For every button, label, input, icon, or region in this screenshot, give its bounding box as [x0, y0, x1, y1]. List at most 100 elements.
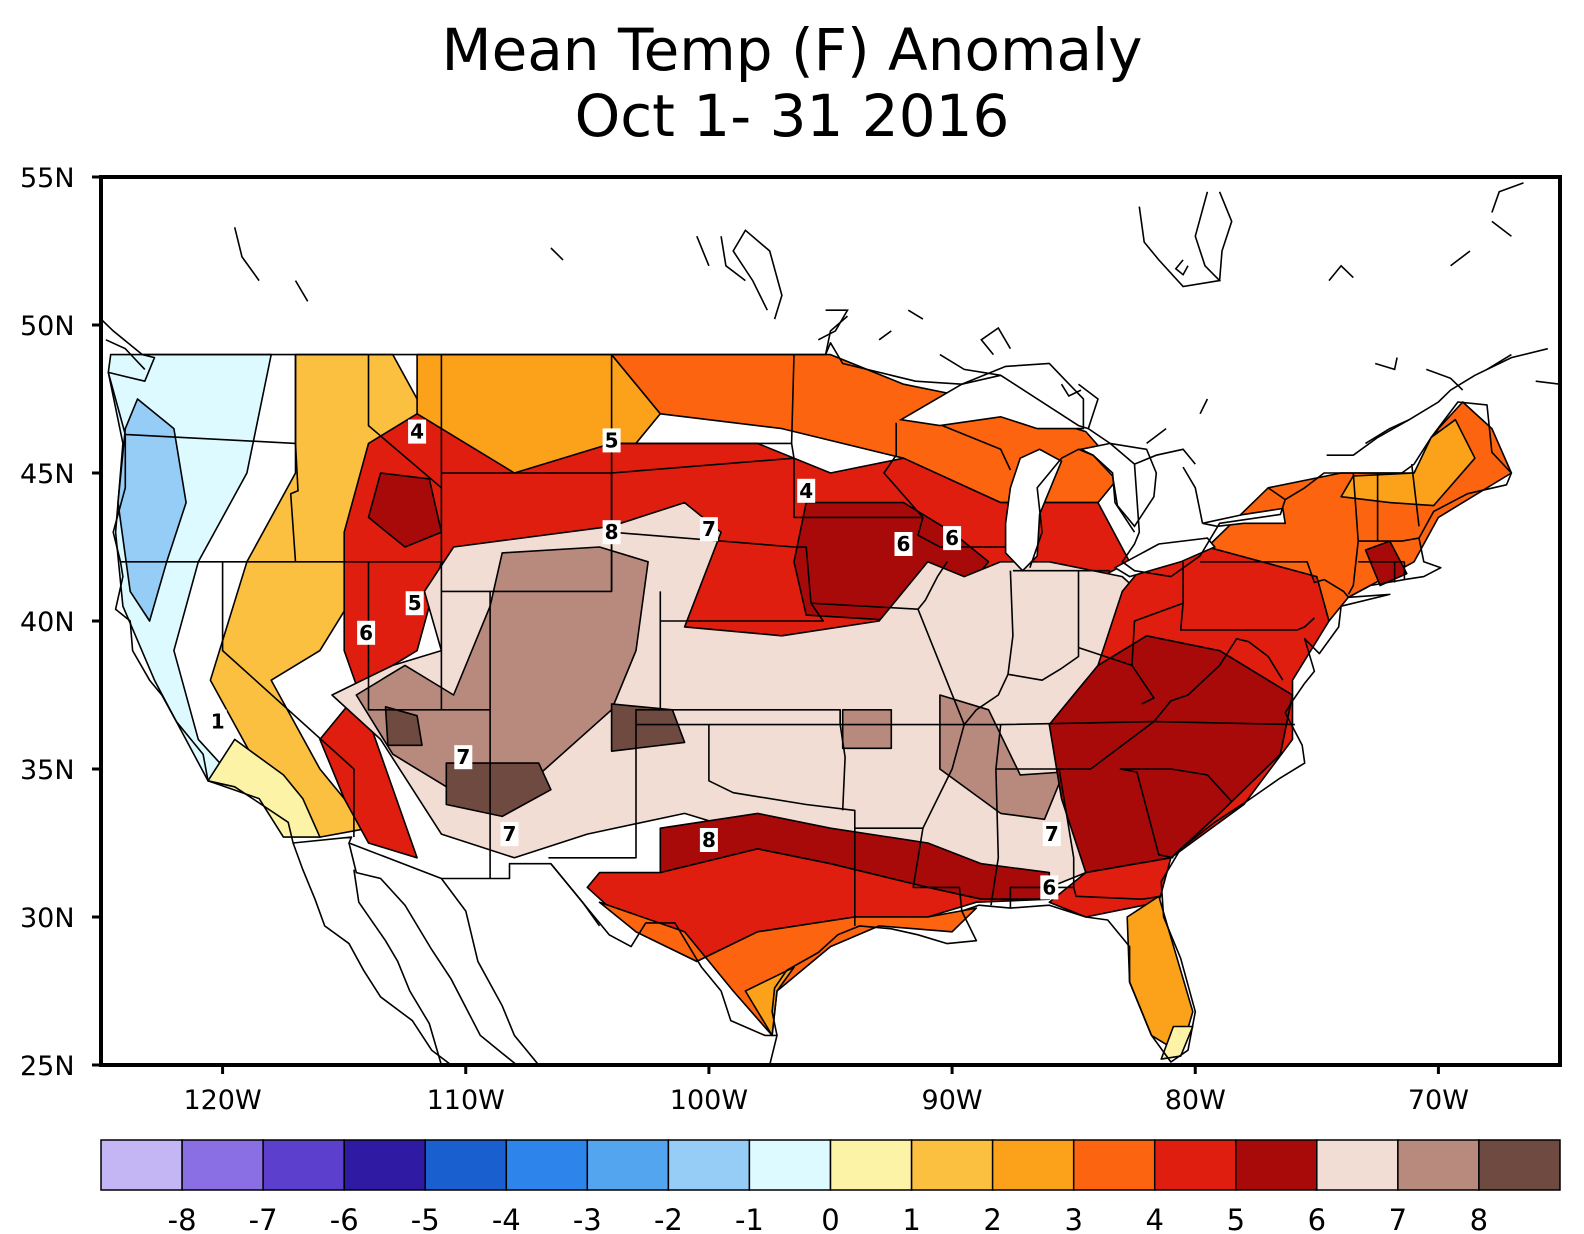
colorbar-swatch	[343, 1139, 427, 1191]
canada-coastline	[550, 247, 564, 261]
contour-label-box	[357, 620, 376, 645]
colorbar-swatch	[505, 1139, 589, 1191]
canada-coastline	[1326, 347, 1548, 457]
canada-coastline	[878, 330, 892, 341]
y-tick-label: 25N	[20, 1051, 75, 1082]
canada-coastline	[817, 309, 849, 341]
colorbar-swatch	[586, 1139, 670, 1191]
anomaly-region	[744, 966, 795, 1037]
contour-label-box	[602, 520, 621, 545]
state-border	[367, 354, 442, 489]
state-border	[548, 591, 662, 859]
state-border	[125, 433, 296, 445]
colorbar-swatch	[1072, 1139, 1156, 1191]
canada-coastline	[1365, 418, 1410, 445]
state-border	[1410, 464, 1420, 527]
anomaly-region	[1048, 546, 1330, 918]
canada-coastline	[233, 227, 260, 282]
mexico-coastline	[292, 842, 452, 1065]
canada-coastline	[1374, 357, 1398, 371]
y-tick-label: 55N	[20, 163, 75, 194]
y-tick-label: 30N	[20, 903, 75, 934]
lake-outline	[898, 362, 1085, 430]
colorbar-label: 6	[1308, 1203, 1326, 1234]
state-border	[1119, 768, 1233, 803]
canada-coastline	[720, 236, 746, 282]
state-border	[1119, 768, 1174, 859]
state-border	[912, 724, 965, 912]
contour-label: 8	[702, 828, 716, 852]
contour-label-box	[699, 828, 718, 852]
state-border	[1358, 537, 1420, 542]
x-tick-label: 90W	[922, 1085, 983, 1116]
anomaly-region	[939, 694, 1065, 821]
contour-label-box	[943, 526, 962, 551]
canada-coastline	[1328, 264, 1354, 282]
colorbar-label: -7	[249, 1203, 278, 1234]
mexico-coastline	[440, 878, 540, 1065]
canada-coastline	[732, 229, 783, 320]
colorbar-label: -2	[654, 1203, 683, 1234]
colorbar-label: -1	[735, 1203, 764, 1234]
canada-coastline	[1060, 383, 1082, 398]
colorbar-swatch	[181, 1139, 264, 1191]
boundary-line-layer	[101, 182, 1560, 1065]
canada-coastline	[1182, 466, 1204, 524]
anomaly-region	[841, 708, 893, 750]
state-border	[1078, 646, 1155, 705]
anomaly-region	[117, 398, 187, 622]
canada-coastline	[1199, 398, 1209, 415]
canada-coastline	[1426, 368, 1464, 391]
contour-label-box	[454, 745, 473, 770]
contour-label: 4	[410, 420, 424, 444]
state-border	[1153, 720, 1295, 726]
colorbar-label: 7	[1389, 1203, 1407, 1234]
colorbar-label: 0	[821, 1203, 839, 1234]
colorbar-swatch	[100, 1139, 183, 1191]
contour-label: 4	[799, 479, 813, 503]
canada-coastline	[1535, 380, 1560, 387]
state-border	[107, 341, 1513, 1063]
colorbar-swatch	[1397, 1139, 1480, 1191]
mexico-coastline	[348, 842, 518, 1065]
state-border	[1153, 637, 1284, 723]
mexico-coastline	[764, 1035, 778, 1065]
state-border	[1200, 560, 1350, 598]
contour-label: 1	[211, 710, 225, 734]
contour-label: 6	[897, 532, 911, 556]
contour-label-box	[602, 428, 621, 453]
anomaly-region	[384, 705, 423, 747]
state-border	[963, 570, 1014, 726]
colorbar-swatch	[1235, 1139, 1318, 1191]
y-tick-label: 40N	[20, 607, 75, 638]
state-border	[839, 709, 846, 811]
contour-label: 7	[1045, 822, 1059, 846]
anomaly-region	[1364, 540, 1408, 587]
colorbar-label: -3	[573, 1203, 602, 1234]
canada-coastline	[101, 318, 143, 356]
anomaly-region	[445, 762, 552, 818]
contour-label-box	[500, 822, 519, 847]
colorbar-swatch	[829, 1139, 913, 1191]
contour-label: 7	[503, 822, 517, 846]
contour-label: 6	[945, 526, 959, 550]
colorbar-swatch	[910, 1139, 994, 1191]
canada-coastline	[1138, 191, 1222, 288]
mexico-coastline	[550, 863, 601, 927]
colorbar-swatch	[991, 1139, 1075, 1191]
contour-label: 5	[605, 428, 619, 452]
canada-coastline	[696, 235, 710, 267]
colorbar-label: 2	[983, 1203, 1001, 1234]
map-title: Mean Temp (F) Anomaly	[441, 16, 1143, 84]
contour-label-layer: 4 5 4 8 7 6 6 5 6 1 7 7 8 7 6	[208, 419, 1061, 900]
state-border	[995, 720, 1155, 770]
anomaly-region	[1340, 418, 1476, 507]
map-subtitle: Oct 1- 31 2016	[574, 82, 1010, 150]
contour-label-box	[408, 419, 427, 444]
state-border	[883, 422, 924, 518]
contour-label-box	[1042, 822, 1061, 847]
canada-coastline	[1267, 487, 1286, 501]
contour-label-box	[797, 478, 816, 503]
colorbar-label: -8	[168, 1203, 197, 1234]
